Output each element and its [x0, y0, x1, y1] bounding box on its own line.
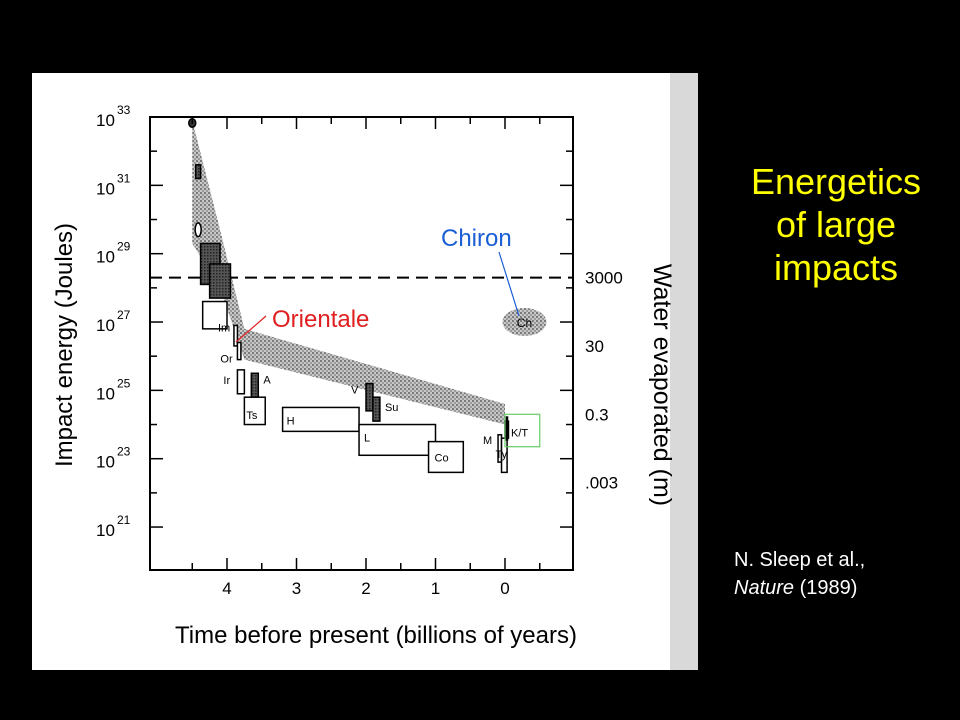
basin-label: V [351, 385, 359, 397]
basin-box [250, 372, 260, 398]
basin-box [236, 341, 242, 361]
chiron-marker [502, 308, 547, 337]
citation: N. Sleep et al., Nature (1989) [734, 546, 934, 602]
x-tick-label: 4 [222, 579, 231, 598]
basin-box [194, 164, 202, 180]
x-tick-label: 3 [292, 579, 301, 598]
slide-title-line: Energetics [750, 161, 922, 202]
y2-tick-label: 3000 [585, 269, 623, 288]
kt-label: K/T [511, 427, 528, 439]
y-tick-label-base: 10 [96, 521, 115, 540]
x-axis-title: Time before present (billions of years) [175, 622, 577, 649]
basin-label: Co [435, 453, 449, 465]
basin-box [281, 406, 360, 433]
basin-box [365, 382, 374, 412]
y-tick-label-base: 10 [96, 384, 115, 403]
basin-box [243, 396, 266, 426]
citation-year: (1989) [799, 577, 858, 599]
basin-label: Or [220, 354, 233, 366]
slide-title-line: of large [775, 204, 897, 245]
basin-box [372, 396, 381, 422]
y-tick-label-base: 10 [96, 179, 115, 198]
y-tick-label-base: 10 [96, 453, 115, 472]
basin-box [358, 423, 437, 457]
y-axis-title: Impact energy (Joules) [51, 223, 78, 467]
orientale-pointer [235, 315, 267, 343]
y-tick-label-base: 10 [96, 111, 115, 130]
basin-label: Ts [246, 410, 258, 422]
basin-box [233, 324, 239, 347]
y2-axis-title: Water evaporated (m) [648, 264, 676, 506]
citation-journal: Nature [734, 577, 795, 599]
basin-box [427, 440, 465, 474]
x-tick-label: 1 [431, 579, 440, 598]
basin-box [208, 263, 232, 299]
chiron-callout: Chiron [441, 225, 512, 252]
chiron-pointer [498, 251, 520, 317]
y-tick-label-exponent: 23 [117, 445, 131, 459]
basin-label: Ir [223, 375, 230, 387]
slide-title: Energetics of large impacts [728, 160, 944, 289]
basin-label: M [483, 435, 492, 447]
basin-label: Su [385, 402, 398, 414]
basin-box [236, 369, 246, 395]
basin-label: H [287, 415, 295, 427]
y2-tick-label: .003 [585, 474, 618, 493]
chiron-marker-label: Ch [517, 316, 532, 330]
slide-title-line: impacts [773, 247, 899, 288]
y2-tick-label: 0.3 [585, 405, 609, 424]
basin-marker [194, 222, 202, 238]
y-tick-label-base: 10 [96, 316, 115, 335]
page-edge [670, 73, 698, 670]
y-tick-label-exponent: 33 [117, 103, 131, 117]
basin-label: A [263, 374, 271, 386]
kt-highlight-box [504, 413, 541, 448]
citation-source: Nature (1989) [734, 574, 934, 602]
y-tick-label-exponent: 31 [117, 171, 131, 185]
citation-authors: N. Sleep et al., [734, 549, 866, 571]
impact-flux-band [192, 120, 505, 425]
basin-label: Ty [496, 449, 508, 461]
x-tick-label: 2 [361, 579, 370, 598]
x-tick-label: 0 [500, 579, 509, 598]
basin-label: Im [218, 322, 230, 334]
y-tick-label-exponent: 29 [117, 240, 131, 254]
basin-box [201, 300, 228, 330]
y-tick-label-base: 10 [96, 248, 115, 267]
y-tick-label-exponent: 27 [117, 308, 131, 322]
y-tick-label-exponent: 21 [117, 513, 131, 527]
basin-label: L [364, 433, 370, 445]
orientale-callout: Orientale [272, 306, 369, 333]
y-tick-label-exponent: 25 [117, 376, 131, 390]
y2-tick-label: 30 [585, 337, 604, 356]
plot-frame [149, 116, 574, 571]
